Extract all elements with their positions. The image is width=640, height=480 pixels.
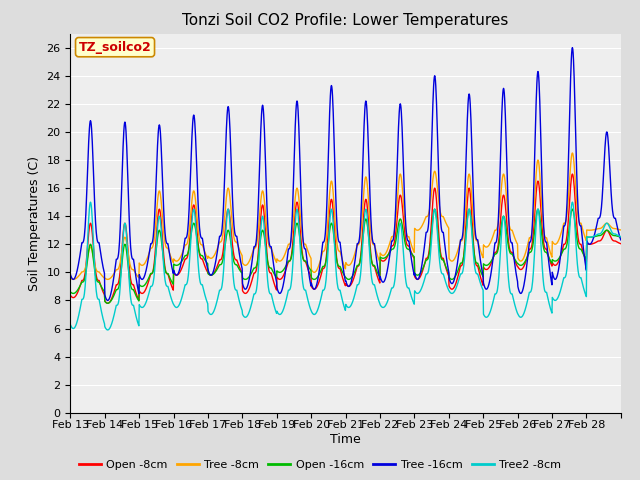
- Open -16cm: [67, 289, 74, 295]
- Open -16cm: [153, 241, 161, 247]
- Legend: Open -8cm, Tree -8cm, Open -16cm, Tree -16cm, Tree2 -8cm: Open -8cm, Tree -8cm, Open -16cm, Tree -…: [74, 456, 566, 474]
- Tree -16cm: [104, 298, 111, 303]
- Tree -16cm: [332, 181, 339, 187]
- Tree -8cm: [556, 233, 564, 239]
- Tree -8cm: [617, 227, 625, 233]
- Tree -16cm: [321, 234, 329, 240]
- Tree -8cm: [568, 150, 576, 156]
- Open -8cm: [321, 263, 329, 269]
- Tree -16cm: [568, 45, 576, 50]
- Tree -16cm: [617, 237, 625, 243]
- Open -16cm: [611, 233, 618, 239]
- Open -16cm: [476, 266, 484, 272]
- Tree2 -8cm: [86, 199, 94, 205]
- Open -8cm: [67, 292, 74, 298]
- Tree2 -8cm: [332, 263, 340, 269]
- Line: Tree -16cm: Tree -16cm: [70, 48, 621, 300]
- Line: Tree -8cm: Tree -8cm: [70, 153, 621, 279]
- Open -16cm: [617, 234, 625, 240]
- Tree2 -8cm: [476, 278, 484, 284]
- Open -8cm: [611, 238, 618, 244]
- Tree -8cm: [153, 206, 161, 212]
- Open -8cm: [476, 271, 483, 276]
- Open -8cm: [617, 241, 625, 247]
- Tree2 -8cm: [67, 322, 74, 327]
- Tree -8cm: [332, 223, 339, 228]
- Tree -16cm: [556, 255, 564, 261]
- Open -8cm: [153, 227, 161, 233]
- Open -16cm: [332, 248, 339, 253]
- Text: TZ_soilco2: TZ_soilco2: [79, 41, 152, 54]
- Open -16cm: [321, 262, 329, 268]
- Y-axis label: Soil Temperatures (C): Soil Temperatures (C): [28, 156, 41, 291]
- Open -8cm: [556, 254, 564, 260]
- Tree2 -8cm: [154, 230, 161, 236]
- Tree -16cm: [476, 251, 483, 257]
- Open -8cm: [332, 240, 339, 246]
- Tree2 -8cm: [557, 288, 564, 293]
- Open -16cm: [104, 300, 111, 306]
- Tree2 -8cm: [611, 231, 618, 237]
- Line: Open -8cm: Open -8cm: [70, 174, 621, 303]
- Tree -8cm: [611, 226, 618, 231]
- Open -16cm: [557, 253, 564, 259]
- Tree -16cm: [153, 160, 161, 166]
- Open -16cm: [431, 206, 438, 212]
- Tree -8cm: [321, 246, 329, 252]
- Tree2 -8cm: [321, 283, 329, 288]
- Open -8cm: [104, 300, 111, 306]
- Tree2 -8cm: [617, 234, 625, 240]
- Tree -8cm: [69, 276, 77, 282]
- Tree2 -8cm: [104, 327, 111, 333]
- Tree -16cm: [611, 215, 618, 221]
- X-axis label: Time: Time: [330, 433, 361, 446]
- Title: Tonzi Soil CO2 Profile: Lower Temperatures: Tonzi Soil CO2 Profile: Lower Temperatur…: [182, 13, 509, 28]
- Tree -8cm: [476, 245, 483, 251]
- Tree -8cm: [67, 276, 74, 281]
- Open -8cm: [568, 171, 576, 177]
- Line: Tree2 -8cm: Tree2 -8cm: [70, 202, 621, 330]
- Tree -16cm: [67, 272, 74, 277]
- Line: Open -16cm: Open -16cm: [70, 209, 621, 303]
